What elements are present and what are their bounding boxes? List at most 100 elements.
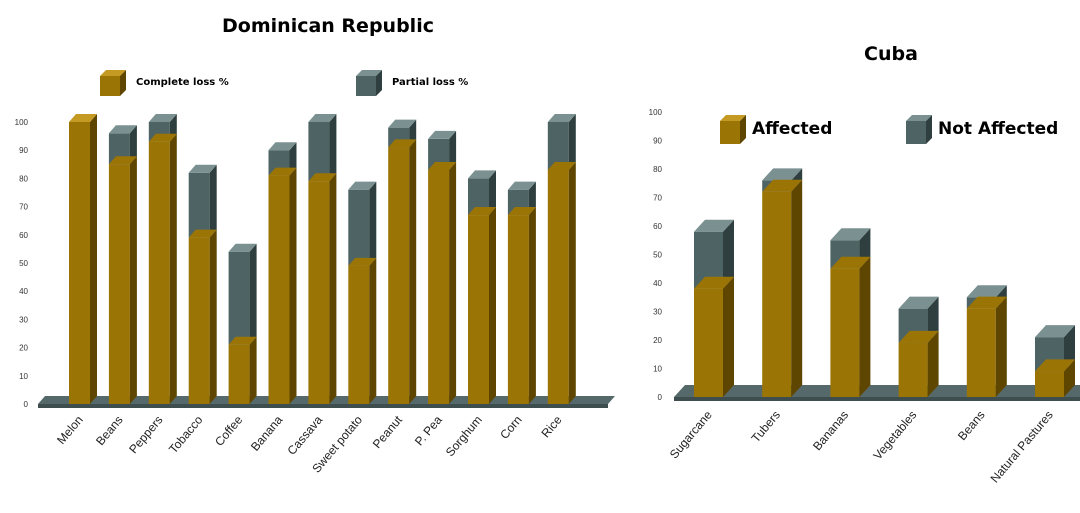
bar-segment-partial-loss [229,244,257,345]
y-tick-label: 30 [19,315,28,324]
x-category-label: Bananas [810,408,851,453]
y-tick-label: 60 [19,231,28,240]
bar-stack-melon [69,114,97,404]
bar-segment-affected [899,331,939,397]
bar-stack-cassava [308,114,336,404]
bar-stack-peanut [388,120,416,404]
x-category-label: Tubers [749,408,783,445]
x-category-label: Melon [54,413,86,447]
chart-dominican-republic: Dominican Republic Complete loss % Parti… [15,15,615,476]
plot-area: 0 10 20 30 40 50 60 70 80 90 100 Sugarcane Tubers Ban… [649,108,1080,485]
bar-segment-complete-loss [468,207,496,404]
x-category-label: Peppers [126,413,165,456]
bar-stack-coffee [229,244,257,404]
bar-segment-complete-loss [308,173,336,404]
x-category-label: Natural Pastures [988,408,1056,485]
legend-swatch-affected [720,115,746,144]
bar-segment-partial-loss [308,114,336,181]
chart-title: Cuba [864,43,918,65]
y-tick-label: 30 [653,308,662,317]
bar-segment-complete-loss [388,139,416,404]
y-tick-label: 20 [653,336,662,345]
bar-stack-natural-pastures [1035,325,1075,397]
x-category-label: Beans [955,408,988,443]
bar-stack-rice [548,114,576,404]
bar-segment-affected [694,277,734,397]
chart-floor [674,385,1080,397]
bar-stack-beans [109,125,137,404]
bar-segment-complete-loss [428,162,456,404]
y-tick-label: 10 [19,372,28,381]
legend-label-not-affected: Not Affected [938,119,1058,139]
bar-segment-complete-loss [109,156,137,404]
chart-floor-edge [38,404,608,408]
bar-stack-banana [269,142,297,404]
legend-label-affected: Affected [752,119,832,139]
y-tick-label: 80 [653,165,662,174]
y-tick-label: 70 [19,203,28,212]
bar-segment-affected [1035,359,1075,397]
y-tick-label: 50 [19,259,28,268]
legend-swatch-complete-loss [100,70,126,96]
y-axis: 0 10 20 30 40 50 60 70 80 90 100 [649,108,663,402]
bar-segment-complete-loss [548,162,576,404]
x-category-label: Tobacco [166,413,206,456]
bar-stack-sugarcane [694,220,734,397]
x-category-label: Beans [93,413,126,448]
bar-stack-tubers [762,168,802,397]
x-category-label: Corn [497,413,524,442]
bar-stack-corn [508,182,536,404]
y-tick-label: 10 [653,365,662,374]
x-category-label: Vegetables [870,408,919,462]
legend-label-complete-loss: Complete loss % [136,77,229,88]
chart-title: Dominican Republic [222,15,434,37]
legend: Affected Not Affected [720,115,1058,144]
legend-swatch-partial-loss [356,70,382,96]
x-category-label: P. Pea [412,413,445,449]
bar-segment-partial-loss [548,114,576,170]
y-axis: 0 10 20 30 40 50 60 70 80 90 100 [15,118,29,409]
legend-label-partial-loss: Partial loss % [392,77,468,88]
chart-cuba: Cuba Affected Not Affected 0 10 20 30 40 50 60… [649,43,1080,485]
y-tick-label: 80 [19,174,28,183]
bar-stack-sweet-potato [348,182,376,404]
y-tick-label: 60 [653,222,662,231]
x-category-label: Cassava [284,413,325,458]
x-category-label: Sorghum [443,413,485,459]
y-tick-label: 0 [24,400,29,409]
plot-area: 0 10 20 30 40 50 60 70 80 90 100 Melon Beans Peppers T… [15,114,615,476]
x-category-label: Peanut [370,412,406,451]
bar-segment-complete-loss [229,337,257,404]
bar-segment-complete-loss [508,207,536,404]
bars [694,168,1075,397]
y-tick-label: 90 [19,146,28,155]
x-category-label: Banana [248,413,286,454]
y-tick-label: 100 [649,108,663,117]
legend-swatch-not-affected [906,115,932,144]
bar-segment-complete-loss [348,258,376,404]
legend: Complete loss % Partial loss % [100,70,468,96]
bar-stack-sorghum [468,170,496,404]
x-category-label: Sugarcane [667,408,715,462]
y-tick-label: 40 [19,287,28,296]
bar-segment-complete-loss [69,114,97,404]
y-tick-label: 50 [653,251,662,260]
bar-stack-bananas [830,228,870,397]
y-tick-label: 90 [653,137,662,146]
bar-stack-tobacco [189,165,217,404]
bar-segment-partial-loss [348,182,376,266]
bar-stack-p-pea [428,131,456,404]
bar-segment-complete-loss [189,230,217,404]
x-category-label: Rice [538,413,564,441]
bar-segment-complete-loss [149,134,177,404]
bars [69,114,576,404]
bar-stack-vegetables [899,297,939,397]
bar-segment-affected [762,180,802,397]
bar-stack-beans [967,285,1007,397]
y-tick-label: 100 [15,118,29,127]
bar-segment-partial-loss [189,165,217,238]
chart-floor-edge [674,397,1080,401]
bar-segment-affected [830,257,870,397]
x-category-label: Coffee [212,413,246,449]
